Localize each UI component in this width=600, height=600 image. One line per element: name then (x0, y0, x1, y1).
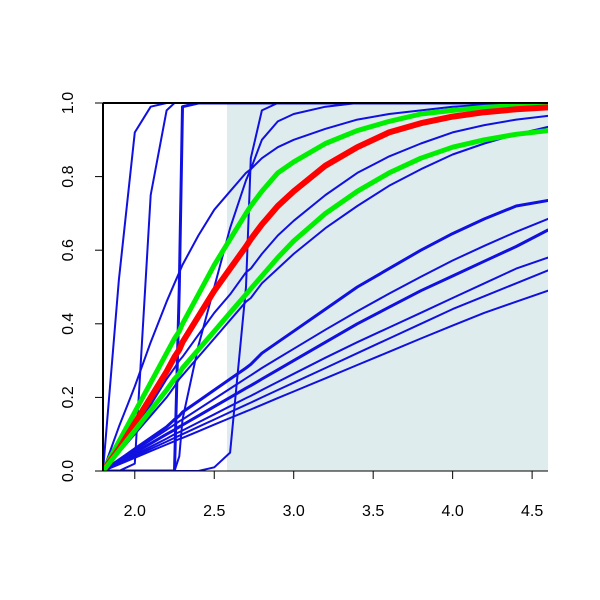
series-line-5 (103, 103, 548, 471)
series-line-11 (103, 228, 548, 471)
y-tick-label: 0.4 (60, 313, 77, 335)
x-tick-label: 4.5 (521, 503, 543, 520)
series-line-8 (103, 125, 548, 471)
y-tick-label: 0.6 (60, 239, 77, 261)
x-tick-label: 3.5 (362, 503, 384, 520)
y-tick-label: 1.0 (60, 92, 77, 114)
y-tick-label: 0.8 (60, 165, 77, 187)
series-line-4 (103, 103, 548, 471)
y-tick-label: 0.2 (60, 386, 77, 408)
series-line-14 (103, 289, 548, 471)
series-line-16 (103, 104, 548, 471)
series-line-2 (103, 103, 548, 471)
series-line-10 (103, 217, 548, 471)
series-line-6 (103, 103, 548, 471)
x-tick-label: 4.0 (442, 503, 464, 520)
series-line-13 (103, 269, 548, 471)
series-line-12 (103, 256, 548, 471)
x-tick-label: 2.5 (203, 503, 225, 520)
series-line-17 (103, 128, 548, 471)
x-tick-label: 3.0 (283, 503, 305, 520)
y-tick-label: 0.0 (60, 460, 77, 482)
series-line-9 (103, 199, 548, 471)
series-line-15 (103, 103, 548, 471)
series-line-7 (103, 114, 548, 471)
x-tick-label: 2.0 (124, 503, 146, 520)
shaded-region (226, 103, 548, 471)
